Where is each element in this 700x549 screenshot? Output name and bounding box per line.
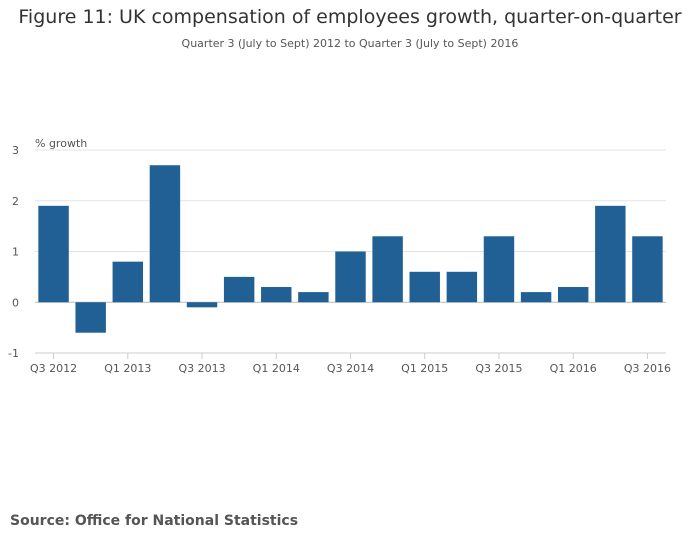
x-tick-label: Q3 2014 xyxy=(327,362,374,375)
y-tick-label: -1 xyxy=(8,347,19,360)
bar-q1-2016[interactable] xyxy=(557,287,589,303)
y-tick-label: 1 xyxy=(12,246,19,259)
source-note: Source: Office for National Statistics xyxy=(10,513,299,529)
bar-q1-2015[interactable] xyxy=(409,271,440,303)
bar-q2-2015[interactable] xyxy=(446,271,478,303)
x-tick-label: Q3 2013 xyxy=(178,362,225,375)
y-tick-label: 2 xyxy=(12,195,19,208)
x-tick-label: Q1 2015 xyxy=(401,362,448,375)
bar-q4-2014[interactable] xyxy=(372,236,403,303)
x-tick-label: Q3 2016 xyxy=(624,362,671,375)
x-tick-label: Q1 2016 xyxy=(550,362,597,375)
bar-q1-2013[interactable] xyxy=(112,261,144,303)
chart-title: Figure 11: UK compensation of employees … xyxy=(18,6,682,28)
bar-q3-2012[interactable] xyxy=(38,205,69,303)
bar-q3-2016[interactable] xyxy=(632,236,663,303)
chart-subtitle: Quarter 3 (July to Sept) 2012 to Quarter… xyxy=(181,37,519,50)
bar-q2-2016[interactable] xyxy=(595,205,626,303)
y-tick-label: 0 xyxy=(12,296,19,309)
x-tick-label: Q3 2012 xyxy=(30,362,77,375)
bar-q3-2015[interactable] xyxy=(483,236,515,303)
bar-q1-2014[interactable] xyxy=(261,287,292,303)
y-tick-label: 3 xyxy=(12,144,19,157)
x-tick-label: Q1 2014 xyxy=(253,362,300,375)
x-tick-label: Q3 2015 xyxy=(475,362,522,375)
bar-q3-2014[interactable] xyxy=(335,251,366,303)
bar-q4-2012[interactable] xyxy=(75,302,106,333)
bar-q2-2013[interactable] xyxy=(149,165,181,303)
y-axis-label: % growth xyxy=(35,137,87,150)
x-tick-label: Q1 2013 xyxy=(104,362,151,375)
bar-q3-2013[interactable] xyxy=(186,302,218,308)
bar-q2-2014[interactable] xyxy=(298,292,329,303)
bar-q4-2013[interactable] xyxy=(223,276,255,303)
bar-q4-2015[interactable] xyxy=(520,292,552,303)
